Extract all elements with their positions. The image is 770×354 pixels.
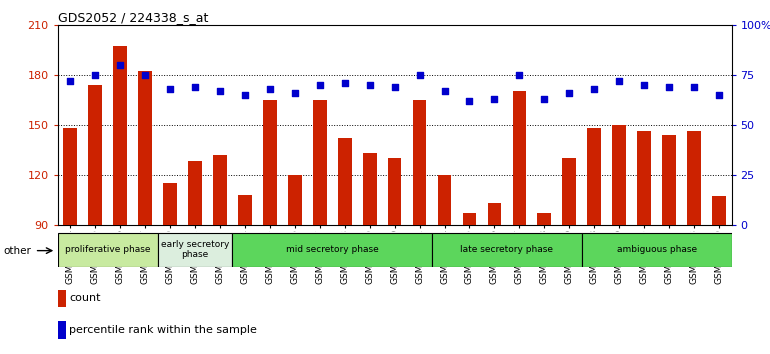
Point [239,92,251,98]
Point [189,84,201,90]
Text: proliferative phase: proliferative phase [65,245,150,254]
Bar [612,125,626,225]
Bar [513,91,526,225]
Point [388,84,400,90]
Bar [263,100,276,225]
Point [588,86,601,92]
Bar [58,321,66,339]
Point [488,96,500,102]
Point [413,72,426,78]
Bar [487,203,501,225]
Point [663,84,675,90]
Bar [413,100,427,225]
Bar [588,128,601,225]
Point [538,96,551,102]
Bar [582,233,732,267]
Bar [89,85,102,225]
Bar [288,175,302,225]
Bar [313,100,326,225]
Bar [432,233,582,267]
Text: ambiguous phase: ambiguous phase [617,245,697,254]
Point [263,86,276,92]
Point [464,98,476,104]
Text: count: count [69,293,101,303]
Point [139,72,151,78]
Bar [562,158,576,225]
Bar [537,213,551,225]
Bar [113,46,127,225]
Point [438,88,450,93]
Bar [437,175,451,225]
Point [688,84,700,90]
Point [89,72,102,78]
Bar [712,196,726,225]
Point [363,82,376,88]
Point [514,72,526,78]
Point [64,78,76,84]
Bar [687,131,701,225]
Point [638,82,651,88]
Bar [163,183,177,225]
Bar [158,233,233,267]
Point [613,78,625,84]
Bar [139,72,152,225]
Bar [63,128,77,225]
Bar [213,155,227,225]
Bar [58,233,158,267]
Point [313,82,326,88]
Text: percentile rank within the sample: percentile rank within the sample [69,325,257,335]
Bar [363,153,377,225]
Text: late secretory phase: late secretory phase [460,245,554,254]
Point [339,80,351,86]
Bar [638,131,651,225]
Text: mid secretory phase: mid secretory phase [286,245,379,254]
Text: early secretory
phase: early secretory phase [161,240,229,259]
Bar [463,213,477,225]
Point [114,62,126,68]
Bar [662,135,676,225]
Point [164,86,176,92]
Point [289,90,301,96]
Bar [238,195,252,225]
Point [713,92,725,98]
Bar [338,138,352,225]
Bar [233,233,432,267]
Bar [388,158,401,225]
Bar [58,290,66,307]
Point [563,90,575,96]
Text: other: other [4,246,32,256]
Bar [188,161,202,225]
Point [214,88,226,93]
Text: GDS2052 / 224338_s_at: GDS2052 / 224338_s_at [58,11,208,24]
